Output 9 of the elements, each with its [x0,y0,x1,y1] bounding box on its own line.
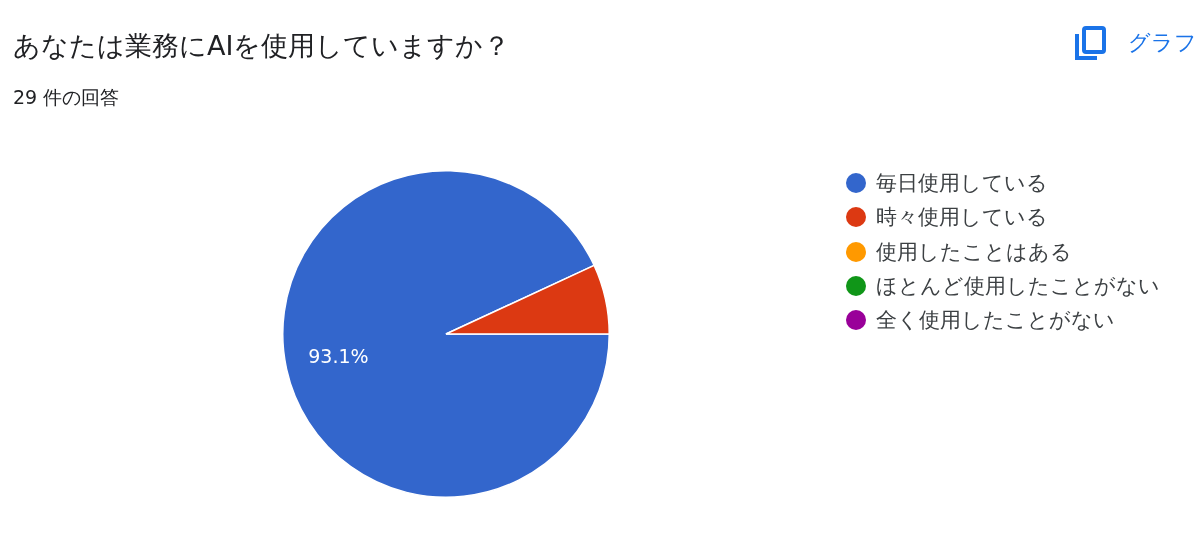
text: 29 件の回答 [13,85,120,109]
chart-title: あなたは業務にAIを使用していますか？ [13,30,511,62]
text: グラフ [1128,30,1197,56]
legend-label: 全く使用したことがない [876,307,1115,334]
data-label: 93.1% [308,344,369,367]
legend-label: 時々使用している [876,204,1048,231]
legend-label: 毎日使用している [876,170,1048,197]
legend-label: 使用したことはある [876,238,1072,265]
legend-label: ほとんど使用したことがない [876,273,1160,300]
